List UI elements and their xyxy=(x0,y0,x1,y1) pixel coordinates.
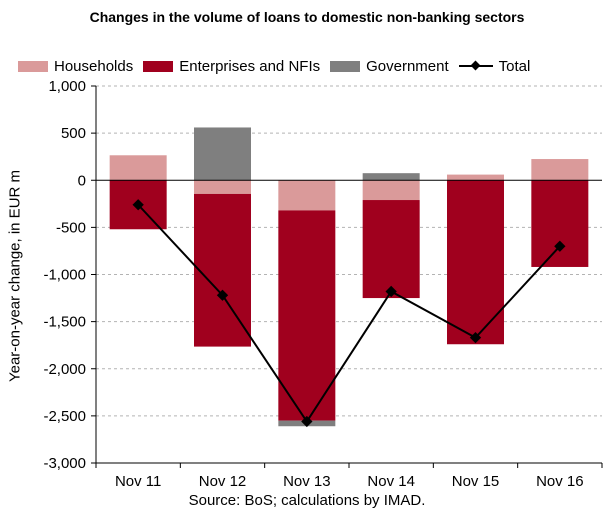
y-tick-label: -3,000 xyxy=(43,455,86,472)
total-point xyxy=(216,289,229,301)
x-tick-label: Nov 12 xyxy=(199,473,247,490)
bar-households xyxy=(362,180,420,201)
legend-item-total: Total xyxy=(458,57,531,75)
y-tick-label: -1,500 xyxy=(43,314,86,331)
y-tick-label: 500 xyxy=(61,125,86,142)
total-point xyxy=(469,331,482,344)
total-point xyxy=(385,285,397,298)
y-tick-label: -500 xyxy=(56,219,86,236)
bar-enterprises-and-nfis xyxy=(194,193,251,347)
legend-label-total: Total xyxy=(498,57,531,75)
bar-government xyxy=(194,127,251,181)
y-tick-label: -2,500 xyxy=(43,408,86,425)
x-tick-label: Nov 15 xyxy=(452,473,500,490)
legend-swatch-government xyxy=(330,60,361,72)
y-tick-label: 1,000 xyxy=(48,78,86,95)
bar-households xyxy=(447,174,504,181)
legend-swatch-enterprises xyxy=(143,60,174,72)
legend: Households Enterprises and NFIs Governme… xyxy=(18,56,540,76)
total-point xyxy=(301,415,313,428)
bar-households xyxy=(531,159,589,181)
legend-item-enterprises: Enterprises and NFIs xyxy=(143,58,320,75)
legend-marker-total xyxy=(458,60,493,72)
y-tick-label: -2,000 xyxy=(43,361,86,378)
legend-label-households: Households xyxy=(54,57,134,75)
chart-title: Changes in the volume of loans to domest… xyxy=(89,9,525,25)
bar-enterprises-and-nfis xyxy=(531,180,589,267)
legend-label-enterprises: Enterprises and NFIs xyxy=(179,57,321,75)
y-tick-label: -1,000 xyxy=(43,267,86,284)
bar-enterprises-and-nfis xyxy=(447,180,504,345)
bar-households xyxy=(194,180,251,194)
legend-item-households: Households xyxy=(18,58,133,75)
legend-item-government: Government xyxy=(330,58,449,75)
x-tick-label: Nov 14 xyxy=(367,473,415,490)
x-tick-label: Nov 13 xyxy=(283,473,331,490)
x-tick-label: Nov 16 xyxy=(536,473,584,490)
bar-households xyxy=(109,155,167,181)
bar-households xyxy=(278,180,336,211)
total-line xyxy=(137,204,561,424)
y-axis-label: Year-on-year change, in EUR m xyxy=(6,169,24,383)
total-point xyxy=(554,240,566,252)
total-point xyxy=(132,199,144,211)
y-tick-label: 0 xyxy=(78,172,86,189)
bar-government xyxy=(362,173,420,181)
legend-swatch-households xyxy=(18,60,48,72)
bar-enterprises-and-nfis xyxy=(278,210,336,421)
x-tick-label: Nov 11 xyxy=(115,473,161,490)
legend-label-government: Government xyxy=(366,57,449,75)
bar-enterprises-and-nfis xyxy=(362,200,420,299)
source-note: Source: BoS; calculations by IMAD. xyxy=(188,492,426,509)
